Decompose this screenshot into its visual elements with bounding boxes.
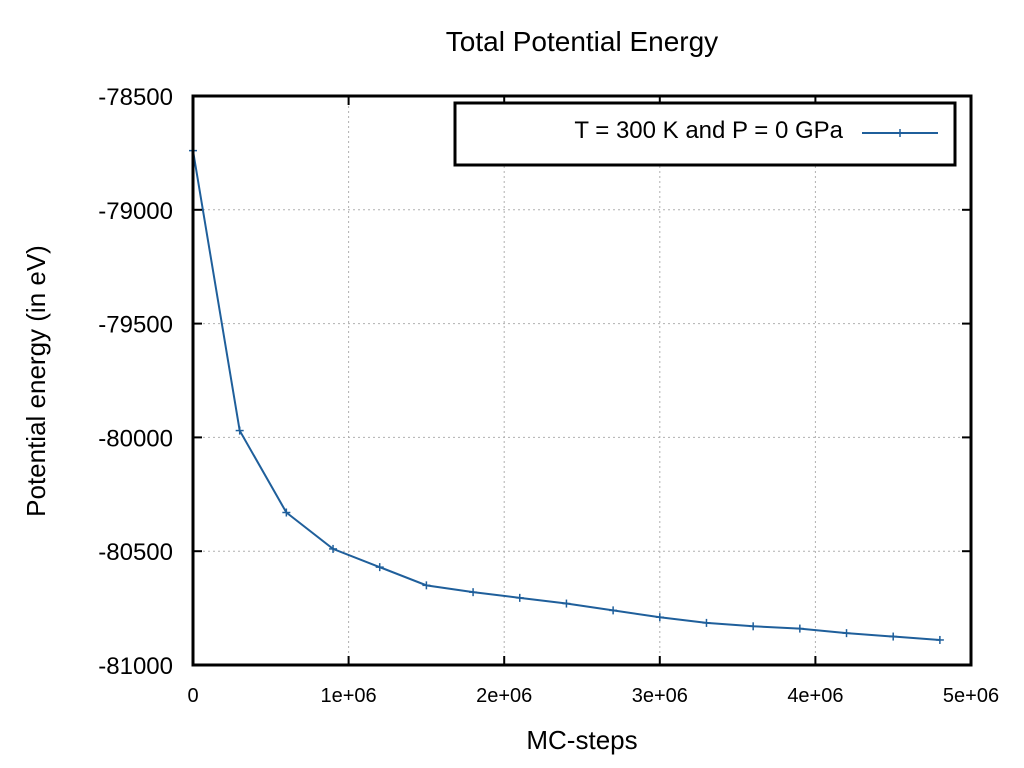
chart-title: Total Potential Energy — [446, 26, 718, 57]
y-tick-label: -79000 — [98, 198, 173, 225]
data-point — [422, 581, 431, 590]
x-tick-label: 0 — [187, 685, 198, 707]
x-tick-label: 3e+06 — [632, 685, 688, 707]
x-tick-label: 1e+06 — [321, 685, 377, 707]
data-point — [235, 426, 244, 435]
y-tick-labels: -78500 -79000 -79500 -80000 -80500 -81000 — [98, 84, 173, 680]
y-tick-label: -81000 — [98, 653, 173, 680]
x-tick-label: 4e+06 — [787, 685, 843, 707]
x-tick-label: 2e+06 — [476, 685, 532, 707]
legend-label: T = 300 K and P = 0 GPa — [574, 117, 843, 144]
legend-swatch — [862, 129, 938, 137]
data-point — [375, 563, 384, 572]
data-point — [842, 629, 851, 638]
data-point — [609, 606, 618, 615]
y-tick-label: -80500 — [98, 539, 173, 566]
x-tick-labels: 0 1e+06 2e+06 3e+06 4e+06 5e+06 — [187, 685, 999, 707]
y-axis-label: Potential energy (in eV) — [21, 245, 51, 517]
data-point — [655, 613, 664, 622]
y-tick-label: -80000 — [98, 425, 173, 452]
data-point — [469, 588, 478, 597]
y-tick-label: -78500 — [98, 84, 173, 111]
data-point — [515, 593, 524, 602]
x-tick-label: 5e+06 — [943, 685, 999, 707]
data-point — [282, 508, 291, 517]
grid-lines — [193, 96, 971, 665]
series-layer — [189, 146, 944, 644]
data-point — [889, 632, 898, 641]
series-line — [192, 150, 940, 641]
data-point — [329, 544, 338, 553]
data-point — [795, 624, 804, 633]
data-point — [702, 618, 711, 627]
data-point — [749, 622, 758, 631]
axis-ticks — [192, 95, 972, 666]
y-tick-label: -79500 — [98, 312, 173, 339]
plot-frame — [191, 94, 973, 667]
data-point — [935, 635, 944, 644]
x-axis-label: MC-steps — [526, 725, 637, 755]
data-point — [562, 599, 571, 608]
legend: T = 300 K and P = 0 GPa — [453, 101, 957, 167]
